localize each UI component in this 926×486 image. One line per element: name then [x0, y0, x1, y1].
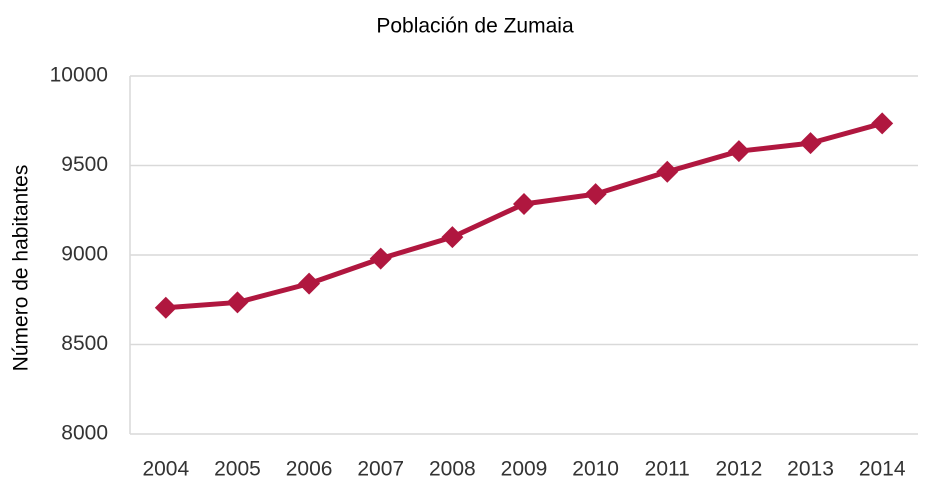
y-tick-label: 9000	[61, 243, 108, 266]
x-tick-label: 2012	[716, 458, 763, 481]
y-tick-label: 8500	[61, 332, 108, 355]
x-tick-label: 2006	[286, 458, 333, 481]
line	[165, 121, 883, 311]
marker	[656, 160, 679, 183]
chart-title: Población de Zumaia	[376, 15, 574, 38]
marker	[154, 296, 177, 319]
x-tick-label: 2008	[429, 458, 476, 481]
marker	[799, 132, 822, 155]
x-tick-label: 2007	[357, 458, 404, 481]
x-tick-label: 2010	[572, 458, 619, 481]
x-tick-label: 2011	[645, 458, 690, 481]
x-tick-label: 2014	[859, 458, 906, 481]
x-tick-label: 2009	[501, 458, 548, 481]
marker	[298, 272, 321, 295]
x-tick-label: 2004	[142, 458, 189, 481]
marker	[226, 291, 249, 314]
x-tick-label: 2013	[787, 458, 834, 481]
marker	[871, 112, 894, 135]
marker	[513, 192, 535, 215]
marker	[584, 183, 607, 206]
marker	[727, 140, 750, 163]
y-axis-label: Número de habitantes	[10, 165, 33, 372]
y-tick-label: 10000	[50, 64, 108, 87]
y-tick-label: 8000	[61, 422, 108, 445]
marker	[441, 226, 464, 249]
marker	[369, 247, 392, 270]
x-tick-label: 2005	[214, 458, 261, 481]
y-tick-label: 9500	[61, 153, 108, 176]
